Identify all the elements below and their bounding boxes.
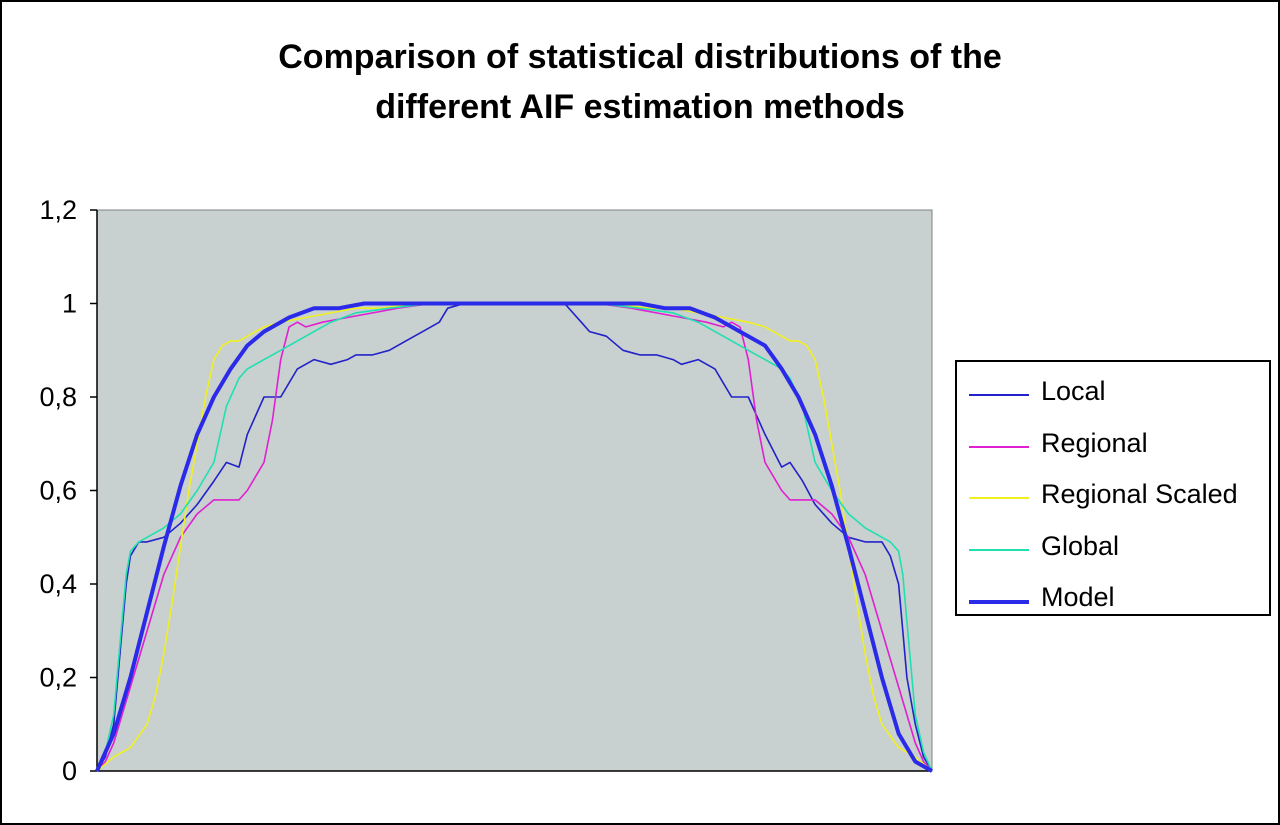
series-line-model <box>95 301 933 773</box>
y-tick-label: 0,8 <box>39 382 77 412</box>
legend-swatch <box>969 394 1029 396</box>
y-tick-label: 0 <box>62 756 77 786</box>
legend-swatch <box>969 600 1029 604</box>
legend-label: Local <box>1041 376 1106 406</box>
y-tick-label: 1 <box>62 289 77 319</box>
y-tick-label: 0,4 <box>39 569 77 599</box>
legend-swatch <box>969 445 1029 448</box>
y-tick-label: 0,2 <box>39 663 77 693</box>
legend-label: Regional <box>1041 427 1148 458</box>
y-tick-label: 1,2 <box>39 195 77 225</box>
legend-label: Model <box>1041 582 1115 612</box>
y-tick-label: 0,6 <box>39 476 77 506</box>
legend-label: Global <box>1041 530 1120 561</box>
legend: Local Regional Regional Scaled Global Model <box>955 360 1271 616</box>
legend-label: Regional Scaled <box>1041 479 1238 509</box>
chart-title: Comparison of statistical distributions … <box>140 32 1140 132</box>
legend-swatch <box>969 497 1029 499</box>
chart-title-line-1: Comparison of statistical distributions … <box>278 38 1002 76</box>
legend-swatch <box>969 548 1029 551</box>
chart-title-line-2: different AIF estimation methods <box>375 88 905 126</box>
